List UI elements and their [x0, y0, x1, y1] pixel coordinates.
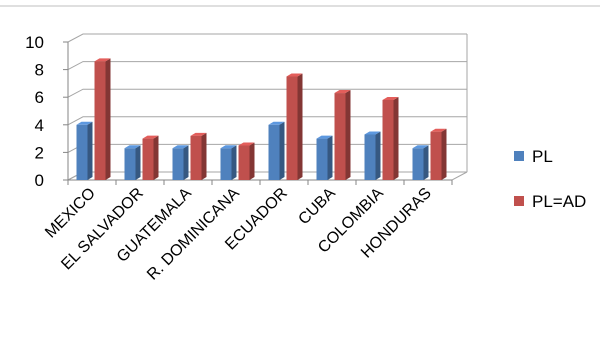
y-tick-label: 2 [35, 143, 44, 162]
bar [190, 132, 207, 180]
gridline [67, 61, 467, 71]
x-tick-label: CUBA [295, 185, 339, 229]
bar-front [316, 138, 328, 180]
bar-top [430, 128, 447, 132]
bar [124, 145, 141, 180]
bar-top [172, 145, 189, 149]
bar-side [105, 58, 111, 180]
y-tick-label: 4 [35, 116, 44, 135]
bar-front [430, 131, 442, 180]
bar-front [124, 148, 136, 180]
bar-front [382, 99, 394, 180]
bar-side [153, 135, 159, 180]
bar-top [124, 145, 141, 149]
bar-top [268, 121, 285, 125]
bar-front [334, 93, 346, 180]
bar [316, 135, 333, 180]
bar [268, 121, 285, 180]
bar-top [94, 58, 111, 62]
bar-top [190, 132, 207, 136]
bar [334, 90, 351, 180]
bar-front [76, 124, 88, 180]
legend-swatch [514, 151, 524, 161]
bar-side [327, 135, 333, 180]
bar-front [286, 76, 298, 180]
legend: PL PL=AD [514, 147, 586, 211]
bar-side [393, 96, 399, 180]
bar-top [382, 96, 399, 100]
bar-front [142, 138, 154, 180]
bars [76, 58, 447, 180]
bar-top [76, 121, 93, 125]
bar-side [249, 142, 255, 180]
bar-side [423, 145, 429, 180]
bar-top [316, 135, 333, 139]
bar-side [87, 121, 93, 180]
bar-top [238, 142, 255, 146]
bar [172, 145, 189, 180]
bar-top [334, 90, 351, 94]
bar [286, 73, 303, 180]
bar-front [412, 148, 424, 180]
bar-front [238, 145, 250, 180]
y-tick-labels: 0 2 4 6 8 10 [25, 33, 44, 190]
x-tick-label: EL SALVADOR [58, 185, 147, 274]
legend-swatch [514, 196, 524, 206]
bar-side [279, 121, 285, 180]
bar-side [441, 128, 447, 180]
bar-side [297, 73, 303, 180]
bar-front [94, 61, 106, 180]
bar-top [412, 145, 429, 149]
bar-side [183, 145, 189, 180]
bar-front [172, 148, 184, 180]
bar [382, 96, 399, 180]
y-tick-label: 6 [35, 88, 44, 107]
bar-side [375, 131, 381, 180]
bar-side [231, 145, 237, 180]
bar-front [364, 134, 376, 180]
bar [412, 145, 429, 180]
bar-side [201, 132, 207, 180]
bar-top [364, 131, 381, 135]
bar-top [220, 145, 237, 149]
bar [76, 121, 93, 180]
bar-front [268, 124, 280, 180]
bar-side [135, 145, 141, 180]
legend-label: PL=AD [532, 192, 586, 211]
bar [364, 131, 381, 180]
gridline [67, 33, 467, 43]
bar [220, 145, 237, 180]
gridline [67, 88, 467, 98]
bar-side [345, 90, 351, 180]
y-tick-label: 8 [35, 61, 44, 80]
bar [94, 58, 111, 180]
bar-top [142, 135, 159, 139]
y-tick-label: 10 [25, 33, 44, 52]
bar-top [286, 73, 303, 77]
bar [430, 128, 447, 180]
bar [142, 135, 159, 180]
bar-front [220, 148, 232, 180]
bar [238, 142, 255, 180]
legend-label: PL [532, 147, 553, 166]
y-tick-label: 0 [35, 171, 44, 190]
bar-front [190, 135, 202, 180]
